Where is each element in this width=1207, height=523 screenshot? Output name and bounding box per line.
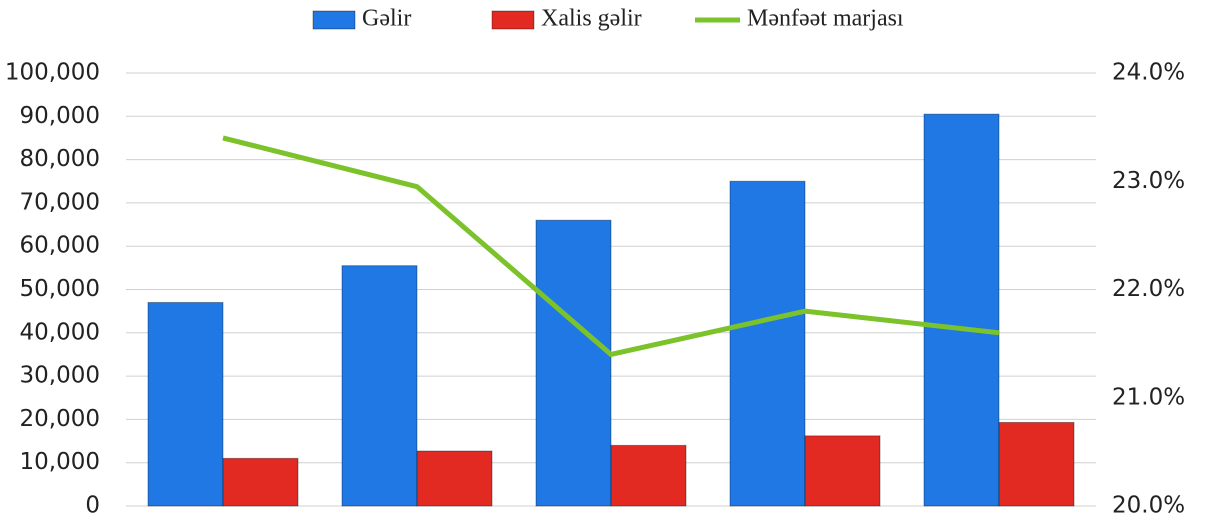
bar: [416, 450, 493, 507]
y2-tick-label: 22.0%: [1112, 276, 1185, 302]
y-tick-label: 20,000: [20, 406, 100, 432]
bar: [923, 113, 1000, 507]
y-tick-label: 70,000: [20, 189, 100, 215]
legend-label: Xalis gəlir: [541, 6, 642, 32]
bar: [998, 421, 1075, 507]
legend-swatch: [491, 10, 535, 30]
y-tick-label: 10,000: [20, 449, 100, 475]
y-tick-label: 80,000: [20, 146, 100, 172]
y2-tick-label: 24.0%: [1112, 60, 1185, 86]
bar: [610, 444, 687, 507]
legend-swatch: [312, 10, 356, 30]
bar: [535, 219, 612, 507]
bar: [147, 301, 224, 507]
y-tick-label: 0: [85, 493, 100, 519]
y2-tick-label: 23.0%: [1112, 168, 1185, 194]
y-tick-label: 30,000: [20, 363, 100, 389]
y2-tick-label: 21.0%: [1112, 384, 1185, 410]
y-tick-label: 60,000: [20, 233, 100, 259]
line: [222, 135, 1000, 357]
y-tick-label: 50,000: [20, 276, 100, 302]
y-tick-label: 90,000: [20, 103, 100, 129]
y-tick-label: 40,000: [20, 319, 100, 345]
bar: [341, 265, 418, 507]
legend-label: Gəlir: [362, 6, 411, 32]
bar: [729, 180, 806, 507]
legend-label: Mənfəət marjası: [747, 6, 904, 32]
bar: [222, 457, 299, 507]
y-tick-label: 100,000: [5, 60, 100, 86]
bar: [804, 435, 881, 507]
y2-tick-label: 20.0%: [1112, 493, 1185, 519]
